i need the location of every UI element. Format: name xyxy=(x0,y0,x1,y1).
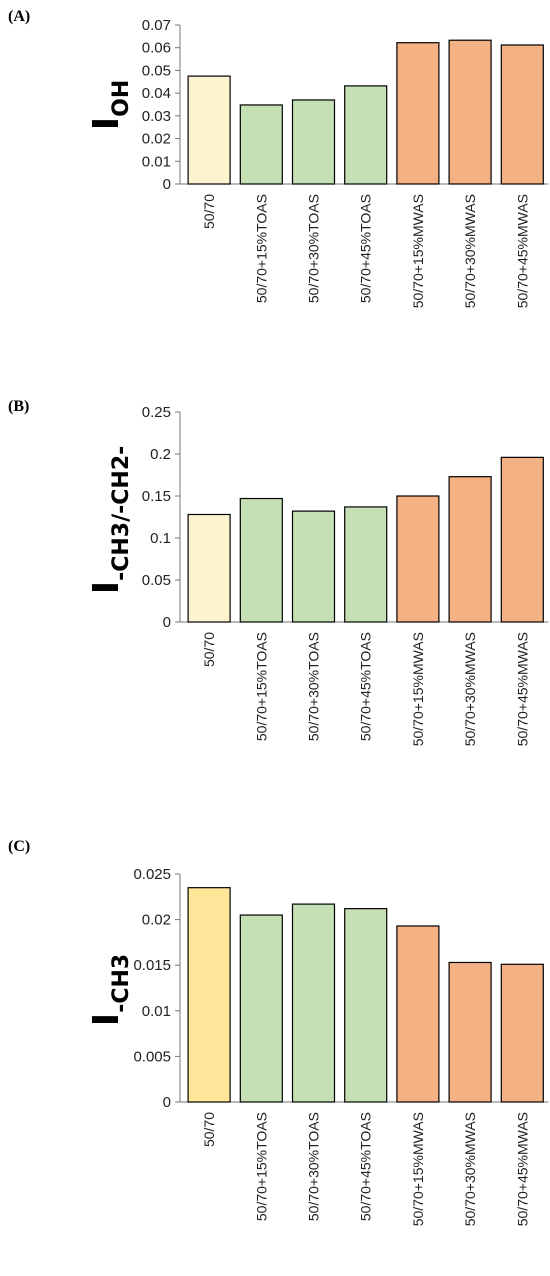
x-tick-label: 50/70+15%MWAS xyxy=(410,1112,426,1226)
x-tick-label: 50/70+15%TOAS xyxy=(253,1112,269,1221)
chart-a: 0 0.01 0.02 0.03 0.04 0.05 0.06 0.07 50/70 50/70+… xyxy=(86,17,549,308)
y-tick-label: 0.03 xyxy=(142,108,171,125)
y-tick-label: 0 xyxy=(163,1094,171,1111)
y-tick-label: 0.15 xyxy=(142,488,171,505)
x-tick-label: 50/70+15%MWAS xyxy=(410,194,426,308)
bar xyxy=(448,476,492,623)
bar xyxy=(187,887,231,1103)
y-axis-title: I-CH3 xyxy=(86,954,134,1026)
y-tick-label: 0 xyxy=(163,614,171,631)
x-tick-label: 50/70 xyxy=(201,194,217,229)
bar xyxy=(344,908,388,1103)
x-tick-label: 50/70 xyxy=(201,1112,217,1147)
x-tick-label: 50/70+30%TOAS xyxy=(306,194,322,303)
x-tick-label: 50/70+15%MWAS xyxy=(410,632,426,746)
y-axis-title-sub: -CH3 xyxy=(109,954,134,1013)
y-axis-title: I-CH3/-CH2- xyxy=(86,446,134,595)
x-tick-label: 50/70+15%TOAS xyxy=(253,194,269,303)
y-tick-label: 0.1 xyxy=(150,530,171,547)
bar xyxy=(187,513,231,623)
chart-b: 0 0.05 0.1 0.15 0.2 0.25 50/70 50/70+15%TOAS 50/… xyxy=(86,404,549,746)
bar xyxy=(291,903,336,1103)
bar xyxy=(396,495,440,623)
y-axis-title-sub: OH xyxy=(109,80,134,117)
y-tick-label: 0.015 xyxy=(133,957,171,974)
chart-panel-c: (C) 0 0.005 0.01 0.015 0.02 0.025 50/70 50/70+1… xyxy=(0,830,550,1276)
panel-label: (B) xyxy=(8,398,30,415)
panel-label: (A) xyxy=(8,8,31,25)
y-axis-title-main: I xyxy=(86,581,127,594)
x-tick-label: 50/70+45%TOAS xyxy=(358,632,374,741)
bar xyxy=(291,510,336,623)
x-tick-label: 50/70+30%MWAS xyxy=(462,194,478,308)
y-tick-label: 0 xyxy=(163,176,171,193)
chart-panel-b: (B) 0 0.05 0.1 0.15 0.2 0.25 50/70 50/70+15%TOA… xyxy=(0,390,550,820)
y-tick-label: 0.05 xyxy=(142,62,171,79)
bar xyxy=(239,497,283,623)
bar xyxy=(187,75,231,185)
panel-label: (C) xyxy=(8,838,31,855)
x-tick-label: 50/70+45%MWAS xyxy=(514,1112,530,1226)
x-tick-label: 50/70+45%TOAS xyxy=(358,194,374,303)
chart-c: 0 0.005 0.01 0.015 0.02 0.025 50/70 50/70+15%TO… xyxy=(86,866,549,1226)
x-tick-label: 50/70+30%TOAS xyxy=(306,632,322,741)
bar xyxy=(500,456,544,623)
bar xyxy=(239,104,283,185)
y-tick-label: 0.02 xyxy=(142,912,171,929)
chart-panel-a: (A) 0 0.01 0.02 0.03 0.04 0.05 0.06 0.07 50/70 50… xyxy=(0,0,550,410)
y-tick-label: 0.02 xyxy=(142,131,171,148)
y-axis-title-main: I xyxy=(86,1013,127,1026)
x-tick-label: 50/70 xyxy=(201,632,217,667)
y-axis-title-sub: -CH3/-CH2- xyxy=(109,446,134,581)
y-tick-label: 0.01 xyxy=(142,1003,171,1020)
y-axis-title: IOH xyxy=(86,80,134,131)
y-tick-label: 0.01 xyxy=(142,153,171,170)
y-tick-label: 0.06 xyxy=(142,40,171,57)
x-tick-label: 50/70+45%MWAS xyxy=(514,194,530,308)
y-tick-label: 0.025 xyxy=(133,866,171,883)
x-tick-label: 50/70+30%MWAS xyxy=(462,1112,478,1226)
y-tick-label: 0.04 xyxy=(142,85,171,102)
bar xyxy=(500,44,544,185)
y-tick-label: 0.07 xyxy=(142,17,171,34)
bar xyxy=(344,85,388,185)
bar xyxy=(344,506,388,623)
bar xyxy=(396,42,440,185)
y-tick-label: 0.2 xyxy=(150,446,171,463)
x-tick-label: 50/70+30%MWAS xyxy=(462,632,478,746)
bar xyxy=(448,39,492,185)
x-tick-label: 50/70+15%TOAS xyxy=(253,632,269,741)
bar xyxy=(396,925,440,1103)
bar xyxy=(239,914,283,1103)
bar xyxy=(291,99,336,185)
x-tick-label: 50/70+45%TOAS xyxy=(358,1112,374,1221)
bar xyxy=(448,961,492,1103)
y-tick-label: 0.25 xyxy=(142,404,171,421)
x-tick-label: 50/70+45%MWAS xyxy=(514,632,530,746)
x-tick-label: 50/70+30%TOAS xyxy=(306,1112,322,1221)
bar xyxy=(500,963,544,1103)
y-tick-label: 0.005 xyxy=(133,1048,171,1065)
y-tick-label: 0.05 xyxy=(142,572,171,589)
y-axis-title-main: I xyxy=(86,117,127,130)
